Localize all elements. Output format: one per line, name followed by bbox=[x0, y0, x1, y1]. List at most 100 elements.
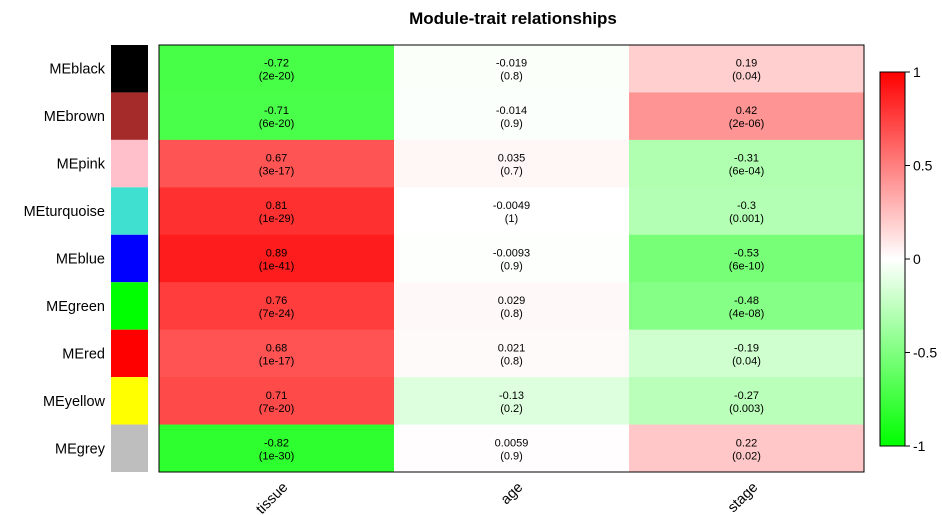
cell-correlation: -0.0049 bbox=[493, 200, 530, 212]
cell-correlation: -0.019 bbox=[496, 58, 527, 70]
cell-pvalue: (1e-29) bbox=[259, 213, 294, 225]
cell-pvalue: (6e-04) bbox=[729, 166, 764, 178]
color-scale-legend: 1 0.5 0 -0.5 -1 bbox=[879, 64, 937, 454]
cell-pvalue: (0.003) bbox=[729, 403, 764, 415]
cell-pvalue: (7e-20) bbox=[259, 403, 294, 415]
cell-pvalue: (1e-41) bbox=[259, 261, 294, 273]
swatch-meturquoise bbox=[111, 187, 148, 235]
cell-mebrown-age bbox=[394, 92, 630, 141]
scale-tick-label: 0.5 bbox=[913, 158, 933, 174]
cell-meturquoise-tissue bbox=[159, 187, 395, 236]
row-label-meturquoise: MEturquoise bbox=[24, 204, 105, 220]
cell-pvalue: (7e-24) bbox=[259, 308, 294, 320]
cell-pvalue: (6e-20) bbox=[259, 118, 294, 130]
cell-correlation: 0.71 bbox=[266, 390, 287, 402]
cell-megreen-age bbox=[394, 282, 630, 331]
cell-mebrown-stage bbox=[629, 92, 865, 141]
cell-mepink-age bbox=[394, 139, 630, 188]
column-label-tissue: tissue bbox=[253, 480, 291, 515]
cell-meblack-stage bbox=[629, 45, 865, 93]
row-label-meblack: MEblack bbox=[49, 62, 105, 78]
row-label-meyellow: MEyellow bbox=[43, 394, 106, 410]
cell-pvalue: (3e-17) bbox=[259, 166, 294, 178]
swatch-mepink bbox=[111, 139, 148, 188]
cell-correlation: 0.029 bbox=[498, 295, 526, 307]
color-scale-bar bbox=[879, 71, 906, 447]
cell-pvalue: (0.8) bbox=[500, 355, 523, 367]
cell-correlation: -0.3 bbox=[737, 200, 756, 212]
cell-megrey-age bbox=[394, 424, 630, 473]
cell-megrey-stage bbox=[629, 424, 865, 473]
row-label-mepink: MEpink bbox=[57, 157, 106, 173]
cell-pvalue: (0.04) bbox=[732, 355, 761, 367]
cell-megreen-stage bbox=[629, 282, 865, 331]
cell-mebrown-tissue bbox=[159, 92, 395, 141]
swatch-meblue bbox=[111, 234, 148, 283]
cell-meyellow-age bbox=[394, 377, 630, 426]
cell-mered-stage bbox=[629, 329, 865, 378]
scale-tick-label: 0 bbox=[913, 251, 921, 267]
cell-pvalue: (4e-08) bbox=[729, 308, 764, 320]
row-labels: MEblack MEbrown MEpink MEturquoise MEblue MEg… bbox=[24, 62, 106, 458]
cell-megreen-tissue bbox=[159, 282, 395, 331]
cell-pvalue: (0.9) bbox=[500, 261, 523, 273]
heatmap-border bbox=[158, 44, 865, 473]
cell-correlation: 0.42 bbox=[736, 105, 757, 117]
cell-meblue-tissue bbox=[159, 234, 395, 283]
cell-correlation: -0.31 bbox=[734, 153, 759, 165]
cell-megrey-tissue bbox=[159, 424, 395, 473]
cell-mered-tissue bbox=[159, 329, 395, 378]
cell-correlation: -0.19 bbox=[734, 342, 759, 354]
swatch-meyellow bbox=[111, 377, 148, 425]
cell-correlation: 0.81 bbox=[266, 200, 287, 212]
cell-pvalue: (0.7) bbox=[500, 166, 523, 178]
column-label-age: age bbox=[498, 480, 526, 508]
column-labels: tissue age stage bbox=[253, 480, 761, 515]
swatch-mebrown bbox=[111, 92, 148, 140]
cell-pvalue: (0.8) bbox=[500, 308, 523, 320]
cell-meblue-age bbox=[394, 234, 630, 283]
cell-mepink-tissue bbox=[159, 139, 395, 188]
cell-correlation: -0.27 bbox=[734, 390, 759, 402]
cell-meturquoise-stage bbox=[629, 187, 865, 236]
cell-correlation: -0.72 bbox=[264, 58, 289, 70]
scale-tick-label: -0.5 bbox=[913, 345, 937, 361]
cell-correlation: -0.71 bbox=[264, 105, 289, 117]
cell-correlation: 0.19 bbox=[736, 58, 757, 70]
cell-correlation: 0.89 bbox=[266, 248, 287, 260]
cell-meblack-age bbox=[394, 45, 630, 93]
swatch-megrey bbox=[111, 424, 148, 472]
cell-meturquoise-age bbox=[394, 187, 630, 236]
cell-pvalue: (1e-17) bbox=[259, 355, 294, 367]
cell-correlation: 0.22 bbox=[736, 437, 757, 449]
row-label-meblue: MEblue bbox=[56, 252, 105, 268]
cell-correlation: 0.035 bbox=[498, 153, 526, 165]
cell-pvalue: (6e-10) bbox=[729, 261, 764, 273]
row-label-mebrown: MEbrown bbox=[44, 109, 105, 125]
cell-correlation: -0.0093 bbox=[493, 248, 530, 260]
row-label-mered: MEred bbox=[62, 346, 105, 362]
cell-correlation: 0.68 bbox=[266, 342, 287, 354]
cell-meyellow-tissue bbox=[159, 377, 395, 426]
cell-mepink-stage bbox=[629, 139, 865, 188]
cell-correlation: -0.13 bbox=[499, 390, 524, 402]
cell-correlation: -0.82 bbox=[264, 437, 289, 449]
row-label-megrey: MEgrey bbox=[55, 441, 106, 457]
chart-title: Module-trait relationships bbox=[409, 9, 617, 28]
cell-meyellow-stage bbox=[629, 377, 865, 426]
swatch-mered bbox=[111, 329, 148, 378]
cell-correlation: 0.0059 bbox=[495, 437, 529, 449]
cell-correlation: 0.67 bbox=[266, 153, 287, 165]
cell-pvalue: (0.9) bbox=[500, 118, 523, 130]
cell-pvalue: (1) bbox=[505, 213, 518, 225]
row-label-megreen: MEgreen bbox=[46, 299, 105, 315]
cell-pvalue: (0.9) bbox=[500, 450, 523, 462]
cell-meblack-tissue bbox=[159, 45, 395, 93]
module-color-swatches bbox=[111, 45, 148, 472]
cell-pvalue: (0.2) bbox=[500, 403, 523, 415]
heatmap-cells: -0.72(2e-20)-0.019(0.8)0.19(0.04)-0.71(6… bbox=[159, 45, 865, 473]
cell-correlation: -0.014 bbox=[496, 105, 527, 117]
cell-pvalue: (0.02) bbox=[732, 450, 761, 462]
cell-correlation: -0.53 bbox=[734, 248, 759, 260]
